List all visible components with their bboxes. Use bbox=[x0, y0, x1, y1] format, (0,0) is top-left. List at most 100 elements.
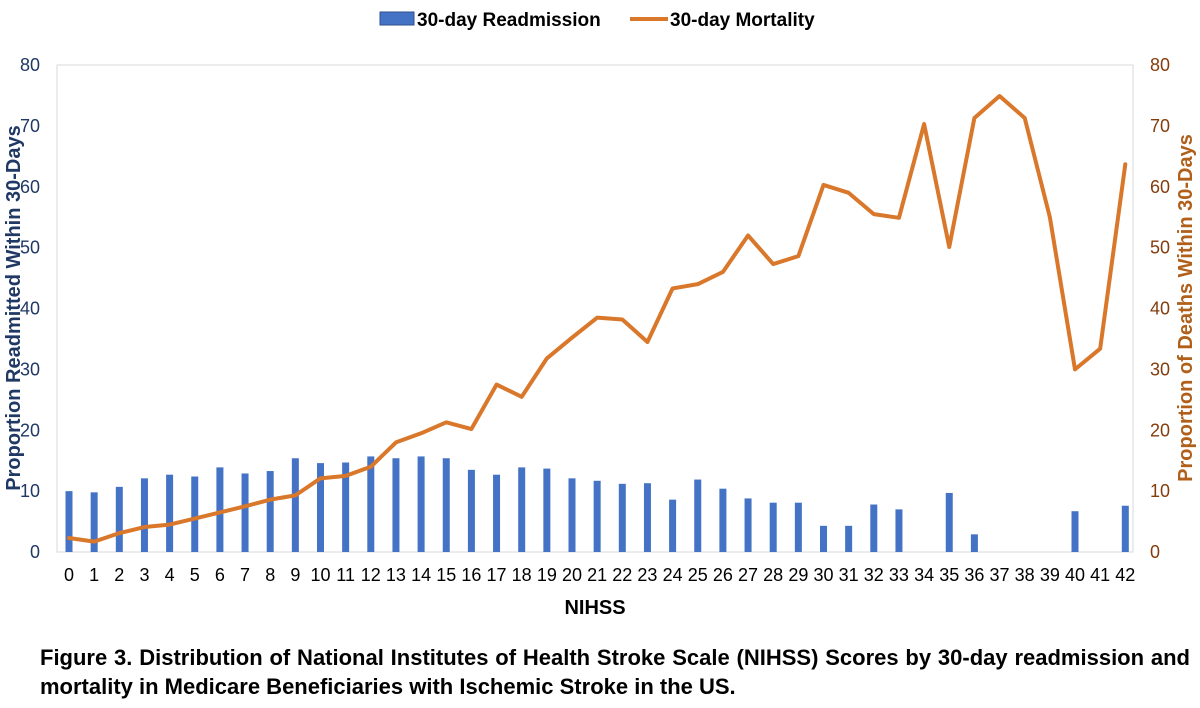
x-tick-label: 1 bbox=[89, 565, 99, 585]
readmission-bar bbox=[1121, 505, 1129, 552]
readmission-bar bbox=[191, 476, 199, 552]
readmission-bar bbox=[90, 492, 98, 552]
readmission-bar bbox=[367, 456, 375, 552]
x-tick-label: 11 bbox=[336, 565, 355, 585]
x-tick-label: 21 bbox=[587, 565, 607, 585]
left-tick-label: 0 bbox=[30, 542, 40, 562]
readmission-bar bbox=[593, 480, 601, 552]
x-axis-title: NIHSS bbox=[564, 597, 625, 619]
right-tick-label: 40 bbox=[1150, 299, 1170, 319]
x-tick-label: 22 bbox=[612, 565, 632, 585]
readmission-bar bbox=[769, 502, 777, 552]
right-axis-ticks: 0 10 20 30 40 50 60 70 80 bbox=[1150, 55, 1170, 562]
readmission-bar bbox=[845, 525, 853, 552]
mortality-line bbox=[67, 94, 1128, 544]
x-tick-label: 18 bbox=[512, 565, 532, 585]
readmission-bar bbox=[467, 469, 475, 552]
readmission-bar bbox=[945, 492, 953, 552]
x-tick-label: 25 bbox=[688, 565, 708, 585]
mortality-line-group bbox=[67, 94, 1128, 544]
readmission-bar bbox=[643, 483, 651, 552]
x-tick-label: 30 bbox=[813, 565, 833, 585]
readmission-bar bbox=[870, 504, 878, 552]
readmission-bar bbox=[140, 478, 148, 552]
right-tick-label: 10 bbox=[1150, 481, 1170, 501]
right-tick-label: 50 bbox=[1150, 238, 1170, 258]
left-tick-label: 50 bbox=[20, 238, 40, 258]
x-tick-label: 7 bbox=[240, 565, 250, 585]
x-tick-label: 8 bbox=[265, 565, 275, 585]
readmission-bar bbox=[493, 474, 501, 552]
x-tick-label: 42 bbox=[1115, 565, 1135, 585]
x-tick-label: 28 bbox=[763, 565, 783, 585]
x-tick-label: 32 bbox=[864, 565, 884, 585]
x-tick-label: 10 bbox=[310, 565, 330, 585]
readmission-bar bbox=[115, 486, 123, 552]
x-tick-label: 15 bbox=[436, 565, 456, 585]
x-tick-label: 20 bbox=[562, 565, 582, 585]
left-tick-label: 60 bbox=[20, 177, 40, 197]
x-tick-label: 13 bbox=[386, 565, 406, 585]
legend-line-label: 30-day Mortality bbox=[670, 10, 815, 31]
readmission-bar bbox=[618, 483, 626, 552]
readmission-bar bbox=[820, 525, 827, 552]
readmission-bar bbox=[266, 471, 274, 552]
x-tick-label: 29 bbox=[788, 565, 808, 585]
left-tick-label: 30 bbox=[20, 359, 40, 379]
readmission-bar bbox=[317, 463, 324, 552]
left-axis-ticks: 0 10 20 30 40 50 60 70 80 bbox=[20, 55, 40, 562]
right-tick-label: 60 bbox=[1150, 177, 1170, 197]
legend: 30-day Readmission 30-day Mortality bbox=[379, 10, 815, 31]
readmission-bar bbox=[669, 499, 677, 552]
left-tick-label: 10 bbox=[20, 481, 40, 501]
readmission-bar bbox=[417, 456, 425, 552]
x-axis-ticks: 0 1 2 3 4 5 6 7 8 9 10 11 12 13 14 15 16 17 18 19 20 21 22 23 24… bbox=[64, 565, 1135, 585]
x-tick-label: 35 bbox=[939, 565, 959, 585]
right-tick-label: 0 bbox=[1150, 542, 1160, 562]
x-tick-label: 14 bbox=[411, 565, 431, 585]
x-tick-label: 6 bbox=[215, 565, 225, 585]
combo-chart: 30-day Readmission 30-day Mortality 0102… bbox=[3, 10, 1197, 619]
figure-caption: Figure 3. Distribution of National Insti… bbox=[40, 645, 1190, 699]
x-tick-label: 34 bbox=[914, 565, 934, 585]
x-tick-label: 17 bbox=[487, 565, 507, 585]
readmission-bar bbox=[794, 502, 802, 552]
readmission-bar bbox=[216, 467, 224, 552]
readmission-bar bbox=[166, 474, 174, 552]
readmission-bar bbox=[342, 462, 350, 552]
readmission-bar bbox=[895, 509, 903, 552]
x-tick-label: 16 bbox=[461, 565, 481, 585]
readmission-bar bbox=[392, 458, 400, 552]
readmission-bar bbox=[970, 534, 978, 552]
readmission-bar bbox=[719, 488, 727, 552]
right-axis-title: Proportion of Deaths Within 30-Days bbox=[1175, 134, 1197, 482]
readmission-bar bbox=[291, 458, 299, 552]
readmission-bar bbox=[65, 491, 73, 553]
x-tick-label: 37 bbox=[990, 565, 1010, 585]
x-tick-label: 27 bbox=[738, 565, 758, 585]
x-tick-label: 36 bbox=[964, 565, 984, 585]
x-tick-label: 4 bbox=[165, 565, 175, 585]
x-tick-label: 2 bbox=[114, 565, 124, 585]
readmission-bars bbox=[65, 456, 1129, 553]
x-tick-label: 23 bbox=[637, 565, 657, 585]
right-tick-label: 20 bbox=[1150, 420, 1170, 440]
legend-bar-label: 30-day Readmission bbox=[417, 10, 601, 31]
x-tick-label: 39 bbox=[1040, 565, 1060, 585]
left-tick-label: 40 bbox=[20, 299, 40, 319]
readmission-bar bbox=[543, 468, 551, 552]
legend-bar-swatch bbox=[379, 11, 415, 26]
left-tick-label: 20 bbox=[20, 420, 40, 440]
readmission-bar bbox=[518, 467, 526, 552]
readmission-bar bbox=[744, 498, 752, 552]
left-tick-label: 80 bbox=[20, 55, 40, 75]
x-tick-label: 40 bbox=[1065, 565, 1085, 585]
x-tick-label: 9 bbox=[290, 565, 300, 585]
readmission-bar bbox=[1071, 511, 1079, 552]
right-tick-label: 70 bbox=[1150, 116, 1170, 136]
x-tick-label: 33 bbox=[889, 565, 909, 585]
x-tick-label: 24 bbox=[663, 565, 683, 585]
left-tick-label: 70 bbox=[20, 116, 40, 136]
left-axis-title: Proportion Readmitted Within 30-Days bbox=[3, 125, 25, 490]
x-tick-label: 5 bbox=[190, 565, 200, 585]
